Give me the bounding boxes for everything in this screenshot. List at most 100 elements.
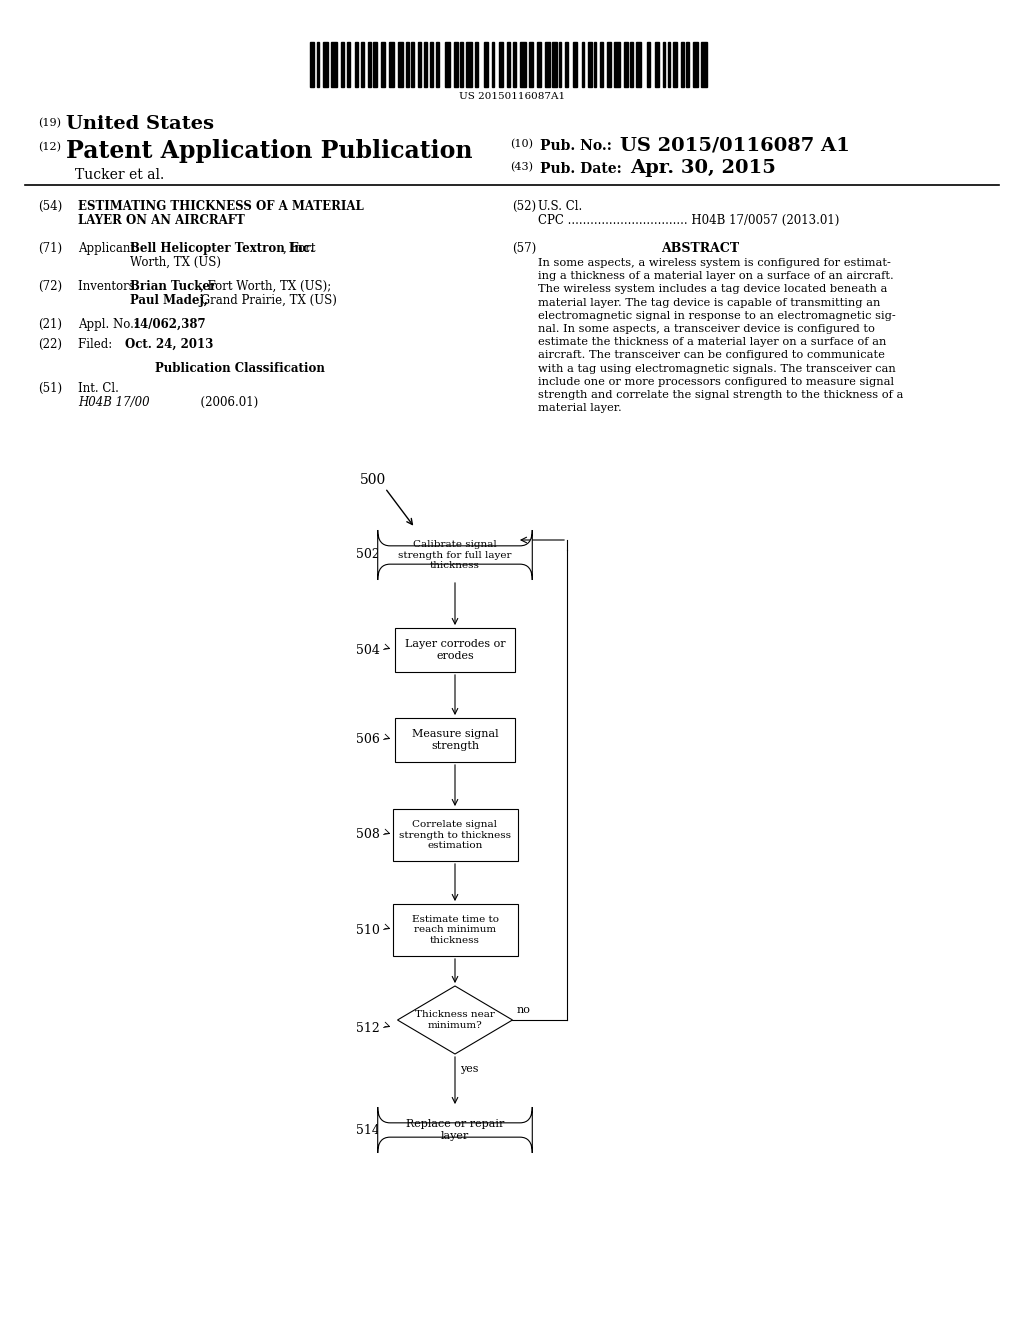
Bar: [369, 42, 371, 87]
Text: (54): (54): [38, 201, 62, 213]
Text: (72): (72): [38, 280, 62, 293]
Text: Grand Prairie, TX (US): Grand Prairie, TX (US): [197, 294, 337, 308]
Text: nal. In some aspects, a transceiver device is configured to: nal. In some aspects, a transceiver devi…: [538, 323, 874, 334]
Bar: [681, 42, 684, 87]
Text: (19): (19): [38, 117, 61, 128]
Bar: [493, 42, 495, 87]
Text: include one or more processors configured to measure signal: include one or more processors configure…: [538, 376, 894, 387]
Text: CPC ................................ H04B 17/0057 (2013.01): CPC ................................ H04…: [538, 214, 840, 227]
Bar: [392, 809, 517, 861]
Bar: [418, 42, 421, 87]
FancyBboxPatch shape: [378, 531, 532, 579]
Text: 506: 506: [356, 734, 380, 747]
Text: (51): (51): [38, 381, 62, 395]
Text: Applicant:: Applicant:: [78, 242, 142, 255]
Bar: [460, 42, 463, 87]
Bar: [373, 42, 377, 87]
Bar: [341, 42, 344, 87]
Text: 512: 512: [356, 1022, 380, 1035]
Text: 14/062,387: 14/062,387: [133, 318, 207, 331]
Bar: [430, 42, 433, 87]
Bar: [636, 42, 641, 87]
Text: material layer.: material layer.: [538, 403, 622, 413]
Text: LAYER ON AN AIRCRAFT: LAYER ON AN AIRCRAFT: [78, 214, 245, 227]
Bar: [529, 42, 534, 87]
Bar: [395, 718, 515, 762]
Text: US 2015/0116087 A1: US 2015/0116087 A1: [620, 136, 850, 154]
Bar: [674, 42, 677, 87]
Text: (57): (57): [512, 242, 537, 255]
Text: (43): (43): [510, 162, 534, 173]
Bar: [663, 42, 665, 87]
Text: (2006.01): (2006.01): [163, 396, 258, 409]
Bar: [499, 42, 503, 87]
Bar: [381, 42, 385, 87]
Text: ABSTRACT: ABSTRACT: [660, 242, 739, 255]
Bar: [594, 42, 596, 87]
Text: Brian Tucker: Brian Tucker: [130, 280, 216, 293]
Bar: [507, 42, 510, 87]
Text: 502: 502: [356, 549, 380, 561]
Text: Apr. 30, 2015: Apr. 30, 2015: [630, 158, 776, 177]
Text: ESTIMATING THICKNESS OF A MATERIAL: ESTIMATING THICKNESS OF A MATERIAL: [78, 201, 364, 213]
Text: H04B 17/00: H04B 17/00: [78, 396, 150, 409]
Text: US 20150116087A1: US 20150116087A1: [459, 92, 565, 102]
Bar: [317, 42, 319, 87]
Text: Filed:: Filed:: [78, 338, 138, 351]
Bar: [565, 42, 567, 87]
Text: Layer corrodes or
erodes: Layer corrodes or erodes: [404, 639, 505, 661]
Text: Inventors:: Inventors:: [78, 280, 142, 293]
Text: (71): (71): [38, 242, 62, 255]
Text: yes: yes: [460, 1064, 478, 1074]
Text: Thickness near
minimum?: Thickness near minimum?: [415, 1010, 495, 1030]
Text: ing a thickness of a material layer on a surface of an aircraft.: ing a thickness of a material layer on a…: [538, 271, 894, 281]
Bar: [600, 42, 603, 87]
Bar: [513, 42, 516, 87]
Text: Paul Madej,: Paul Madej,: [130, 294, 208, 308]
Polygon shape: [397, 986, 512, 1053]
Text: (21): (21): [38, 318, 62, 331]
Text: U.S. Cl.: U.S. Cl.: [538, 201, 583, 213]
Text: Calibrate signal
strength for full layer
thickness: Calibrate signal strength for full layer…: [398, 540, 512, 570]
Text: 500: 500: [360, 473, 386, 487]
Text: 504: 504: [356, 644, 380, 656]
Bar: [406, 42, 409, 87]
Bar: [668, 42, 671, 87]
Bar: [686, 42, 689, 87]
Bar: [360, 42, 364, 87]
Bar: [331, 42, 337, 87]
Text: with a tag using electromagnetic signals. The transceiver can: with a tag using electromagnetic signals…: [538, 363, 896, 374]
Text: , Fort Worth, TX (US);: , Fort Worth, TX (US);: [200, 280, 331, 293]
Text: Pub. No.:: Pub. No.:: [540, 139, 612, 153]
Bar: [324, 42, 328, 87]
Text: Tucker et al.: Tucker et al.: [75, 168, 164, 182]
Text: (22): (22): [38, 338, 62, 351]
Text: Estimate time to
reach minimum
thickness: Estimate time to reach minimum thickness: [412, 915, 499, 945]
Text: In some aspects, a wireless system is configured for estimat-: In some aspects, a wireless system is co…: [538, 257, 891, 268]
Bar: [552, 42, 557, 87]
Bar: [484, 42, 488, 87]
Bar: [347, 42, 350, 87]
Bar: [454, 42, 458, 87]
Bar: [436, 42, 439, 87]
Text: (10): (10): [510, 139, 534, 149]
Bar: [398, 42, 402, 87]
Bar: [614, 42, 620, 87]
Text: material layer. The tag device is capable of transmitting an: material layer. The tag device is capabl…: [538, 297, 881, 308]
Bar: [355, 42, 358, 87]
Bar: [392, 904, 517, 956]
Bar: [545, 42, 550, 87]
Text: Correlate signal
strength to thickness
estimation: Correlate signal strength to thickness e…: [399, 820, 511, 850]
Text: Measure signal
strength: Measure signal strength: [412, 729, 499, 751]
Bar: [444, 42, 451, 87]
Bar: [389, 42, 394, 87]
Bar: [424, 42, 427, 87]
Bar: [538, 42, 541, 87]
Text: Appl. No.:: Appl. No.:: [78, 318, 141, 331]
Text: 514: 514: [356, 1123, 380, 1137]
Text: Worth, TX (US): Worth, TX (US): [130, 256, 221, 269]
Bar: [654, 42, 658, 87]
Text: strength and correlate the signal strength to the thickness of a: strength and correlate the signal streng…: [538, 389, 903, 400]
Bar: [607, 42, 611, 87]
Bar: [310, 42, 314, 87]
